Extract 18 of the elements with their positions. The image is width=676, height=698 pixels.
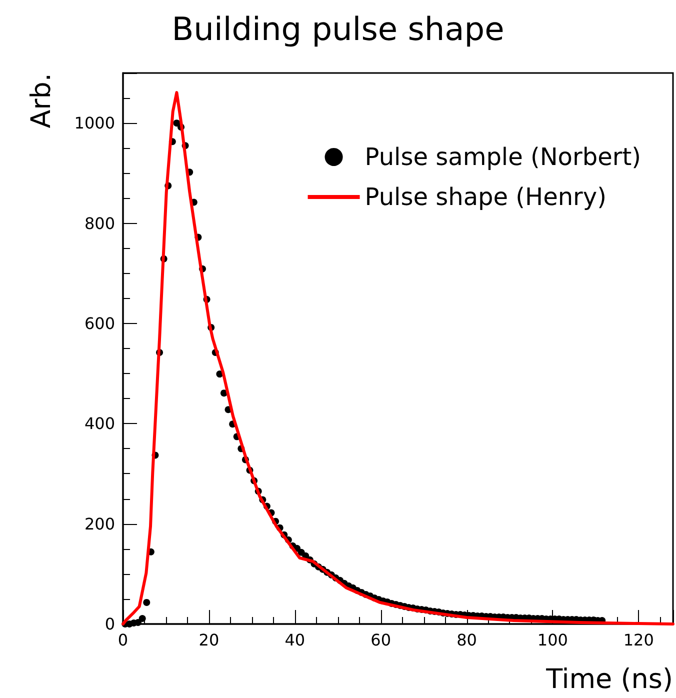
legend-label: Pulse shape (Henry) [364,183,606,211]
x-axis-title: Time (ns) [545,664,673,695]
x-tick-label: 40 [284,630,306,650]
x-tick-label: 0 [118,630,128,650]
y-axis-title: Arb. [26,73,57,128]
y-tick-label: 400 [84,414,115,434]
legend-label: Pulse sample (Norbert) [364,143,642,171]
x-tick-label: 120 [623,630,654,650]
y-tick-label: 0 [104,614,115,634]
x-tick-label: 80 [456,630,477,650]
x-tick-label: 60 [370,630,391,650]
y-tick-label: 800 [84,214,115,233]
y-tick-label: 1000 [74,114,115,133]
y-tick-label: 200 [84,514,115,534]
chart-title: Building pulse shape [172,10,504,48]
y-tick-label: 600 [84,314,115,333]
x-tick-label: 100 [537,630,568,650]
x-tick-label: 20 [198,630,220,650]
